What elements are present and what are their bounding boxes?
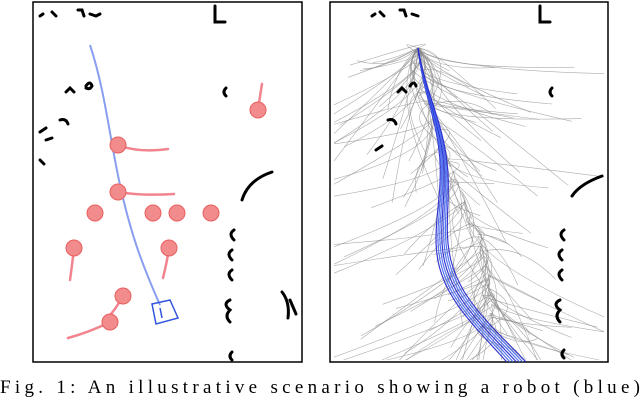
trajectory [403,200,466,255]
trajectory [382,47,419,179]
trajectory [418,49,605,74]
trajectory [404,235,485,354]
caption: Fig. 1: An illustrative scenario showing… [0,377,640,398]
trajectory [357,47,419,64]
trajectory [434,238,479,323]
trajectory [421,69,470,88]
trajectory [333,47,426,144]
robot-trajectory [417,47,527,363]
trajectory [406,44,450,72]
trajectory [417,47,521,173]
trajectory [333,118,434,185]
trajectory [409,62,458,98]
trajectory [381,306,492,361]
trajectory [360,250,483,340]
pedestrians [65,82,267,340]
trajectory [333,47,422,123]
trajectory [423,103,540,120]
trajectory [432,224,485,255]
trajectory [448,274,489,302]
trajectory [405,299,492,361]
trajectory [410,129,450,175]
trajectory [477,236,519,286]
trajectory [333,202,467,274]
trajectory [392,80,424,203]
trajectory [417,47,439,84]
trajectory [409,91,427,155]
sampled-trajectories [333,43,605,361]
trajectory [333,100,429,125]
trajectory [333,119,435,180]
trajectory [491,304,541,361]
trajectory [333,115,433,145]
trajectory [470,253,524,361]
robot-trajectories [417,47,527,363]
trajectory [371,161,460,208]
trajectory [490,323,600,361]
trajectory [421,71,553,105]
trajectory [433,246,483,299]
trajectory [452,170,532,234]
trajectory [421,72,572,122]
trajectory [447,181,462,284]
obstacles [370,4,604,360]
trajectory [333,221,475,245]
panel-frame [32,1,303,363]
trajectory [463,200,549,249]
trajectory [399,277,489,361]
trajectory [489,313,543,331]
trajectory [333,171,455,248]
trajectory [465,202,498,310]
trajectory [448,265,490,361]
left-panel [32,1,303,363]
trajectory [382,256,485,305]
trajectory [360,224,482,337]
trajectory [333,144,451,197]
trajectory [452,201,490,296]
trajectory [349,43,426,66]
trajectory [491,316,572,328]
trajectory [403,120,435,198]
trajectory [429,100,494,116]
trajectory [450,297,492,348]
trajectory [348,47,419,78]
right-panel [329,1,609,363]
trajectory [487,274,541,302]
trajectory [333,178,457,265]
trajectory [489,294,572,361]
trajectory [468,243,489,283]
trajectory [386,305,494,361]
trajectory [481,285,508,335]
trajectory [487,275,605,333]
obstacles [38,4,298,362]
trajectory [479,245,532,320]
trajectory [408,47,433,162]
trajectory [478,253,487,361]
trajectory [419,81,501,138]
trajectory [485,288,508,330]
trajectory [333,47,419,162]
trajectory [339,48,423,126]
trajectory [477,234,522,258]
trajectory [490,294,572,338]
trajectory [343,292,495,361]
robot [151,299,180,325]
